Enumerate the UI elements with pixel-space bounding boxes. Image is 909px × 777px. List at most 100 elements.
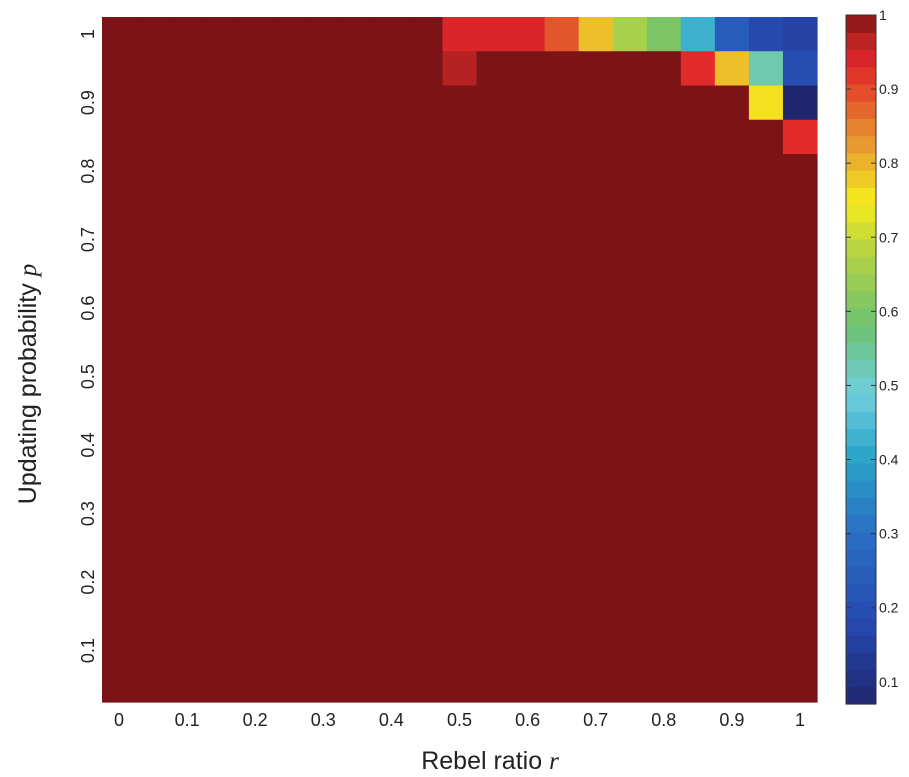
heatmap-cell <box>408 393 444 429</box>
heatmap-cell <box>204 291 239 326</box>
heatmap-cell <box>646 188 682 224</box>
x-tick-label: 1 <box>795 710 805 730</box>
heatmap-cell <box>204 222 239 258</box>
heatmap-cell <box>374 51 410 87</box>
colorbar-tick-label: 0.6 <box>879 303 899 319</box>
heatmap-cell <box>612 633 648 669</box>
heatmap-cell <box>340 530 375 566</box>
heatmap-cell <box>408 188 444 224</box>
heatmap-cell <box>680 462 716 498</box>
heatmap-cell <box>408 667 444 703</box>
heatmap-cell <box>782 291 818 326</box>
heatmap-cell <box>374 256 410 292</box>
heatmap-cell <box>510 85 546 121</box>
heatmap-cell <box>612 428 648 463</box>
heatmap-cell <box>238 599 273 635</box>
heatmap-cell <box>102 428 137 463</box>
colorbar-segment <box>846 101 876 119</box>
heatmap-cell <box>170 496 205 532</box>
heatmap-cell <box>170 359 205 395</box>
heatmap-cell <box>510 393 546 429</box>
heatmap-cell <box>136 188 171 224</box>
heatmap-cell <box>340 565 375 600</box>
heatmap-cell <box>442 633 478 669</box>
colorbar-segment <box>846 49 876 68</box>
heatmap-cell <box>714 51 750 87</box>
heatmap-cell <box>102 565 137 600</box>
heatmap-cell <box>442 428 478 463</box>
heatmap-cell <box>714 393 750 429</box>
heatmap-cell <box>340 393 375 429</box>
heatmap-cell <box>782 325 818 361</box>
heatmap-cell <box>544 428 580 463</box>
heatmap-cell <box>102 530 137 566</box>
heatmap-cell <box>272 565 307 600</box>
heatmap-cell <box>442 188 478 224</box>
colorbar-segment <box>846 411 876 430</box>
heatmap-cell <box>476 428 512 463</box>
heatmap-cell <box>748 222 784 258</box>
heatmap-cell <box>442 256 478 292</box>
heatmap-cell <box>646 291 682 326</box>
heatmap-cell <box>136 359 171 395</box>
heatmap-cells <box>102 17 818 703</box>
y-tick-label: 0.9 <box>78 90 98 115</box>
heatmap-cell <box>476 256 512 292</box>
heatmap-cell <box>374 85 410 121</box>
heatmap-cell <box>578 188 614 224</box>
heatmap-cell <box>238 119 273 155</box>
heatmap-cell <box>204 462 239 498</box>
heatmap-cell <box>272 85 307 121</box>
colorbar-border <box>845 14 877 705</box>
heatmap-cell <box>544 256 580 292</box>
heatmap-cell <box>748 565 784 600</box>
heatmap-cell <box>578 51 614 87</box>
heatmap-cell <box>612 325 648 361</box>
colorbar-segment <box>846 32 876 51</box>
heatmap-cell <box>340 222 375 258</box>
heatmap-cell <box>442 119 478 155</box>
heatmap-cell <box>714 325 750 361</box>
heatmap-cell <box>544 291 580 326</box>
heatmap-cell <box>578 667 614 703</box>
heatmap-cell <box>136 51 171 87</box>
heatmap-cell <box>238 85 273 121</box>
heatmap-cell <box>782 17 818 52</box>
heatmap-cell <box>782 359 818 395</box>
heatmap-cell <box>680 17 716 52</box>
heatmap-cell <box>170 530 205 566</box>
colorbar-segment <box>846 256 876 274</box>
heatmap-cell <box>408 428 444 463</box>
heatmap-cell <box>272 359 307 395</box>
heatmap-cell <box>408 325 444 361</box>
heatmap-cell <box>510 599 546 635</box>
colorbar-segment <box>846 325 876 343</box>
heatmap-cell <box>782 256 818 292</box>
heatmap-cell <box>680 188 716 224</box>
heatmap-cell <box>204 325 239 361</box>
heatmap-cell <box>102 667 137 703</box>
heatmap-cell <box>612 496 648 532</box>
heatmap-cell <box>238 496 273 532</box>
colorbar-segment <box>846 686 876 705</box>
heatmap-cell <box>612 256 648 292</box>
heatmap-cell <box>680 85 716 121</box>
colorbar-segment <box>846 118 876 137</box>
heatmap-cell <box>782 599 818 635</box>
heatmap-cell <box>306 428 341 463</box>
colorbar-tick-label: 0.5 <box>879 377 899 393</box>
colorbar-segment <box>846 152 876 171</box>
heatmap-cell <box>442 85 478 121</box>
heatmap-cell <box>238 428 273 463</box>
heatmap-cell <box>238 393 273 429</box>
heatmap-cell <box>680 119 716 155</box>
colorbar-segment <box>846 462 876 481</box>
heatmap-cell <box>170 667 205 703</box>
heatmap-cell <box>748 633 784 669</box>
heatmap-cell <box>612 462 648 498</box>
heatmap-cell <box>102 119 137 155</box>
heatmap-cell <box>306 565 341 600</box>
heatmap-cell <box>476 565 512 600</box>
heatmap-cell <box>272 17 307 52</box>
